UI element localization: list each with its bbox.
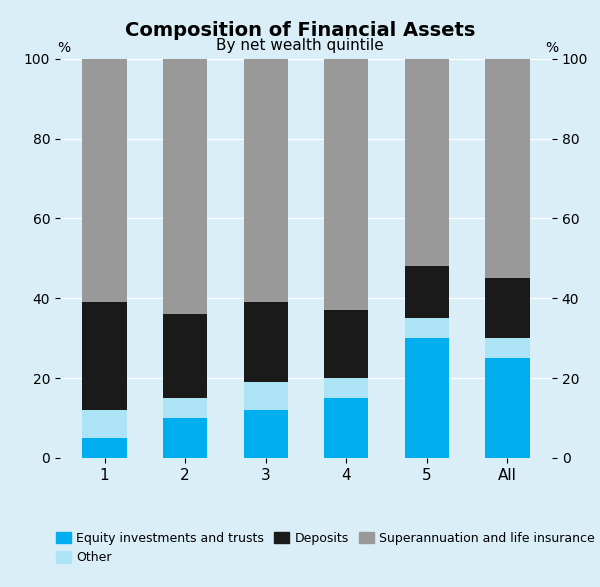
Bar [485, 338, 530, 358]
Bar [244, 59, 288, 302]
Bar [82, 302, 127, 410]
Bar [82, 59, 127, 302]
Bar [244, 410, 288, 458]
Legend: Equity investments and trusts, Other, Deposits, Superannuation and life insuranc: Equity investments and trusts, Other, De… [56, 532, 594, 564]
Bar [163, 398, 207, 418]
Bar [163, 314, 207, 398]
Bar [163, 418, 207, 458]
Text: Composition of Financial Assets: Composition of Financial Assets [125, 21, 475, 39]
Bar [485, 278, 530, 338]
Bar [405, 318, 449, 338]
Bar [405, 59, 449, 266]
Bar [244, 382, 288, 410]
Bar [324, 310, 368, 378]
Bar [324, 378, 368, 398]
Bar [324, 59, 368, 310]
Bar [82, 438, 127, 458]
Text: By net wealth quintile: By net wealth quintile [216, 38, 384, 53]
Bar [485, 358, 530, 458]
Bar [485, 59, 530, 278]
Bar [163, 59, 207, 314]
Bar [244, 302, 288, 382]
Bar [324, 398, 368, 458]
Text: %: % [58, 41, 71, 55]
Bar [405, 338, 449, 458]
Bar [82, 410, 127, 438]
Text: %: % [545, 41, 559, 55]
Bar [405, 266, 449, 318]
